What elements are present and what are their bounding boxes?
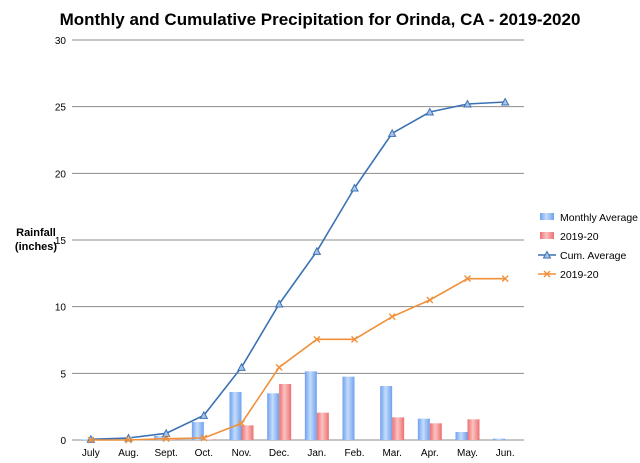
cum-average-point — [500, 97, 510, 106]
x-tick-label: Sept. — [154, 448, 177, 459]
legend-item-4-marker — [543, 270, 551, 278]
y-tick-label: 25 — [55, 103, 67, 114]
cum-2019-20-point — [275, 363, 283, 371]
x-tick-label: Mar. — [382, 448, 401, 459]
x-marker-stroke — [238, 419, 245, 427]
cum-average-point — [274, 299, 284, 308]
y-axis-label-line-2: (inches) — [15, 241, 58, 253]
monthly-average-bar — [417, 418, 430, 440]
x-marker-stroke — [87, 436, 95, 444]
monthly-2019-20-bar — [279, 384, 292, 440]
cum-2019-20-point — [200, 434, 208, 442]
x-marker-stroke — [351, 335, 358, 343]
monthly-2019-20-bar — [316, 412, 329, 440]
x-tick-label: Aug. — [118, 448, 139, 459]
cum-2019-20-line — [90, 277, 506, 441]
y-tick-label: 0 — [60, 436, 66, 447]
legend-item-1-label: Monthly Average — [560, 212, 638, 224]
legend-item-4-label: 2019-20 — [560, 269, 599, 281]
y-axis-label-line-1: Rainfall — [16, 227, 56, 239]
legend: Monthly Average 2019-20 Cum. Average 2019-2… — [538, 212, 638, 281]
monthly-average-bar — [229, 392, 242, 440]
y-tick-label: 20 — [55, 169, 67, 180]
cum-average-point — [312, 246, 322, 255]
y-tick-label: 5 — [60, 369, 66, 380]
bars — [78, 371, 506, 440]
y-tick-label: 10 — [55, 303, 67, 314]
legend-item-2-label: 2019-20 — [560, 231, 599, 243]
cum-2019-20-point — [238, 419, 245, 427]
cum-average-point — [237, 362, 246, 371]
x-tick-label: Jan. — [307, 448, 326, 459]
monthly-average-bar — [78, 439, 91, 440]
cum-average-point — [463, 99, 472, 108]
legend-item-3-label: Cum. Average — [560, 250, 627, 262]
cum-2019-20-point — [501, 275, 509, 283]
monthly-2019-20-bar — [203, 439, 216, 440]
cum-average-point — [387, 128, 397, 137]
cum-average-point — [199, 410, 209, 419]
legend-item-2-swatch — [540, 232, 554, 239]
monthly-average-bar — [267, 393, 280, 440]
chart-title: Monthly and Cumulative Precipitation for… — [60, 10, 581, 29]
cum-2019-20-point — [313, 335, 321, 343]
cum-2019-20-point — [87, 436, 95, 444]
x-tick-label: Apr. — [421, 448, 439, 459]
monthly-average-bar — [455, 432, 468, 440]
x-marker-stroke — [543, 270, 551, 278]
x-marker-stroke — [388, 313, 396, 321]
cum-2019-20-point — [464, 275, 471, 283]
x-marker-stroke — [426, 296, 434, 304]
cum-average-point — [425, 107, 435, 116]
y-tick-label: 30 — [55, 36, 67, 47]
cum-2019-20-point — [162, 435, 170, 443]
x-marker-stroke — [275, 363, 283, 371]
lines — [86, 97, 510, 444]
monthly-average-bar — [342, 376, 355, 440]
monthly-average-bar — [154, 436, 167, 440]
y-tick-label: 15 — [55, 236, 67, 247]
x-tick-label: May. — [457, 448, 478, 459]
cum-average-point — [161, 428, 171, 437]
x-marker-stroke — [162, 435, 170, 443]
x-tick-label: July — [82, 448, 100, 459]
x-marker-stroke — [200, 434, 208, 442]
monthly-2019-20-bar — [467, 419, 480, 440]
cum-average-point — [350, 183, 359, 192]
gridlines — [72, 39, 524, 441]
x-tick-label: Nov. — [232, 448, 252, 459]
monthly-average-bar — [493, 438, 506, 440]
monthly-average-bar — [380, 386, 393, 440]
x-tick-label: Feb. — [344, 448, 364, 459]
monthly-2019-20-bar — [241, 425, 254, 440]
x-tick-label: Jun. — [496, 448, 515, 459]
x-marker-stroke — [501, 275, 509, 283]
monthly-2019-20-bar — [429, 423, 442, 440]
monthly-average-bar — [304, 371, 317, 440]
monthly-2019-20-bar — [166, 439, 179, 440]
cum-2019-20-point — [125, 436, 132, 444]
cum-2019-20-point — [426, 296, 434, 304]
x-marker-stroke — [313, 335, 321, 343]
monthly-2019-20-bar — [392, 417, 405, 440]
cum-2019-20-point — [351, 335, 358, 343]
x-tick-label: Oct. — [195, 448, 213, 459]
x-marker-stroke — [464, 275, 471, 283]
x-tick-labels: July Aug. Sept. Oct. Nov. Dec. Jan. Feb. Mar. Apr… — [82, 448, 515, 459]
legend-item-1-swatch — [540, 213, 554, 220]
legend-item-3-marker — [542, 250, 552, 259]
y-tick-labels: 0 5 10 15 20 25 30 — [55, 36, 67, 447]
x-marker-stroke — [125, 436, 132, 444]
cum-average-line — [90, 101, 506, 441]
cum-2019-20-point — [388, 313, 396, 321]
x-tick-label: Dec. — [269, 448, 290, 459]
